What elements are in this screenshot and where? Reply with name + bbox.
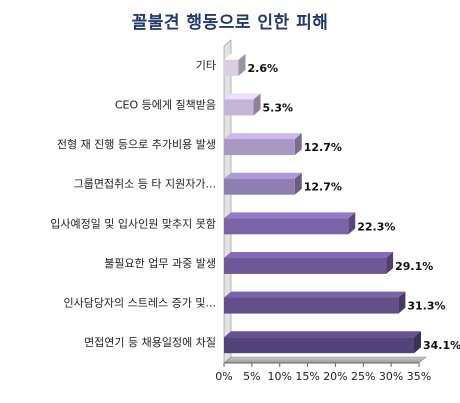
x-tick-label: 15%	[295, 370, 319, 383]
bar-top-face	[224, 133, 302, 140]
bar-top-face	[224, 53, 246, 60]
plot-wall	[223, 39, 232, 364]
bar	[224, 257, 387, 274]
bar-side-face	[348, 212, 356, 235]
bar	[224, 297, 399, 314]
bar-side-face	[253, 93, 261, 116]
bar-top-face	[224, 291, 406, 298]
labels: 0% 5% 10% 15% 20% 25% 30% 35% 2.6% 기타 5.3% CEO 등에게 …	[50, 59, 460, 383]
bar-value-label: 31.3%	[407, 300, 445, 313]
bars	[224, 53, 421, 354]
category-label: 불필요한 업무 과중 발생	[104, 257, 216, 270]
bar-top-face	[224, 212, 356, 219]
bar	[224, 178, 295, 195]
x-tick-label: 35%	[407, 370, 431, 383]
bar-side-face	[294, 172, 302, 195]
x-tick-label: 20%	[323, 370, 347, 383]
bar-top-face	[224, 331, 421, 338]
bar	[224, 337, 414, 354]
bar-value-label: 22.3%	[357, 220, 395, 233]
axes	[223, 39, 427, 367]
plot-floor	[223, 356, 427, 364]
bar-value-label: 12.7%	[304, 181, 342, 194]
bar-value-label: 5.3%	[263, 101, 294, 114]
bar-top-face	[224, 251, 394, 258]
bar	[224, 139, 295, 156]
x-tick-label: 30%	[379, 370, 403, 383]
bar-side-face	[398, 291, 406, 314]
bar-value-label: 29.1%	[395, 260, 433, 273]
category-label: CEO 등에게 질책받음	[115, 98, 216, 111]
x-tick-label: 5%	[243, 370, 260, 383]
bar-side-face	[238, 53, 246, 76]
bar-top-face	[224, 93, 261, 100]
bar	[224, 59, 239, 76]
x-tick-label: 0%	[215, 370, 232, 383]
bar-value-label: 34.1%	[423, 339, 460, 352]
bar-side-face	[413, 331, 421, 354]
x-tick-label: 25%	[351, 370, 375, 383]
category-label: 기타	[196, 59, 216, 72]
bar-side-face	[294, 133, 302, 156]
bar-top-face	[224, 172, 302, 179]
category-label: 그룹면접취소 등 타 지원자가...	[74, 178, 216, 191]
x-tick-label: 10%	[267, 370, 291, 383]
bar-value-label: 12.7%	[304, 141, 342, 154]
bar	[224, 218, 349, 235]
category-label: 입사예정일 및 입사인원 맞추지 못함	[50, 216, 216, 230]
category-label: 인사담당자의 스트레스 증가 및...	[63, 297, 216, 310]
chart-title: 꼴불견 행동으로 인한 피해	[131, 13, 329, 33]
bar-value-label: 2.6%	[247, 62, 278, 75]
category-label: 면접연기 등 채용일정에 차질	[84, 335, 216, 349]
bar-side-face	[386, 251, 394, 274]
category-label: 전형 재 진행 등으로 추가비용 발생	[57, 138, 216, 151]
bar	[224, 99, 254, 116]
